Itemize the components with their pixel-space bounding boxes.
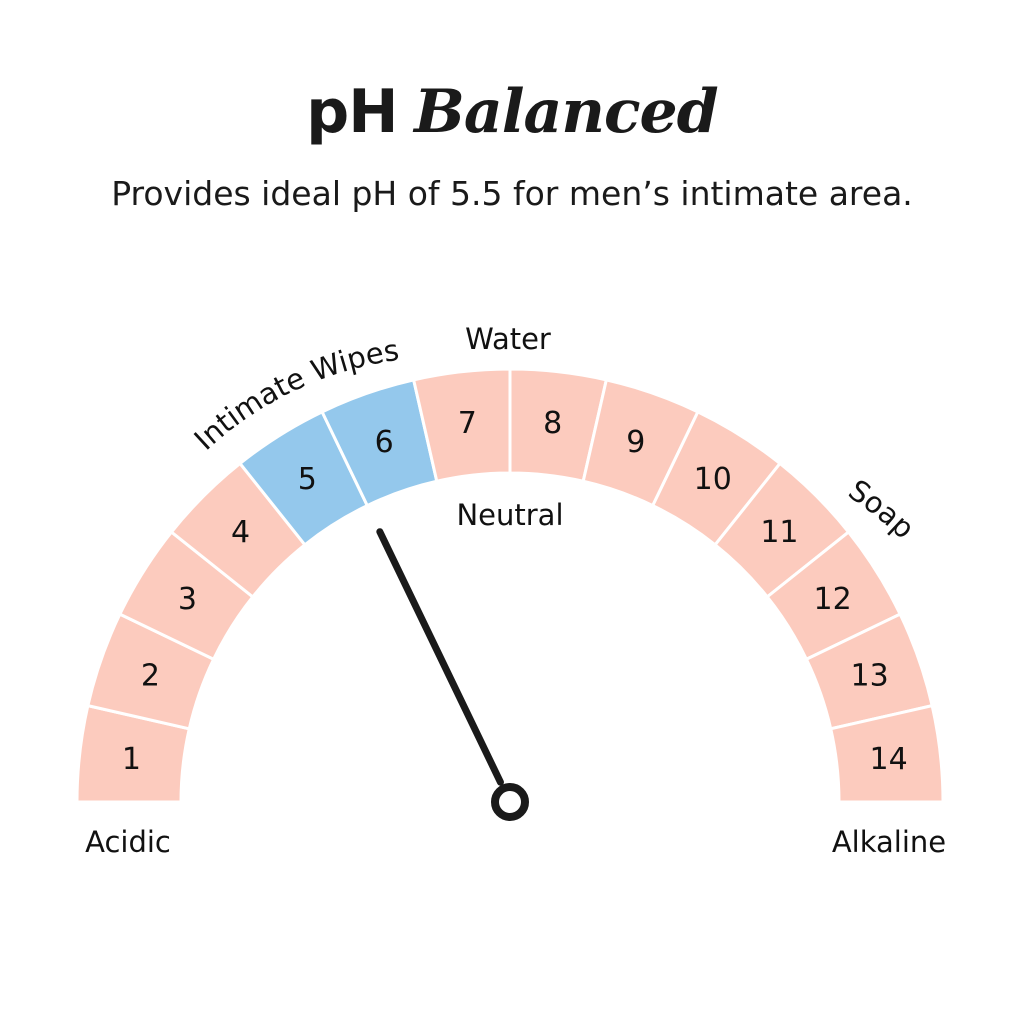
gauge-segment-label-2: 2 [141, 659, 160, 694]
page-title: pH Balanced [0, 72, 1024, 152]
gauge-segment-label-13: 13 [851, 659, 889, 694]
gauge-segment-label-14: 14 [870, 742, 908, 777]
label-soap: Soap [842, 473, 921, 546]
gauge-needle-hub [491, 783, 529, 821]
gauge-segment-label-9: 9 [626, 425, 645, 460]
gauge-segment-14 [828, 703, 945, 804]
gauge-segment-label-10: 10 [694, 462, 732, 497]
page-subtitle: Provides ideal pH of 5.5 for men’s intim… [111, 174, 913, 213]
label-acidic: Acidic [85, 825, 171, 859]
gauge-segment-label-11: 11 [760, 515, 798, 550]
gauge-needle-shaft [376, 528, 504, 786]
title-ph: pH [306, 77, 398, 147]
gauge-segment-label-4: 4 [231, 515, 250, 550]
gauge-segment-label-1: 1 [122, 742, 141, 777]
gauge-segment-label-8: 8 [543, 406, 562, 441]
label-alkaline: Alkaline [832, 825, 946, 859]
gauge-needle [376, 528, 529, 821]
gauge-segment-label-12: 12 [814, 582, 852, 617]
gauge-segment-label-6: 6 [375, 425, 394, 460]
label-water: Water [465, 322, 551, 356]
title-balanced: Balanced [414, 77, 719, 147]
gauge-segment-label-5: 5 [298, 462, 317, 497]
label-neutral: Neutral [456, 498, 563, 532]
gauge-segments [75, 367, 945, 804]
label-soap-arc: Soap [842, 473, 921, 546]
gauge-segment-label-3: 3 [178, 582, 197, 617]
gauge-segment-label-7: 7 [458, 406, 477, 441]
